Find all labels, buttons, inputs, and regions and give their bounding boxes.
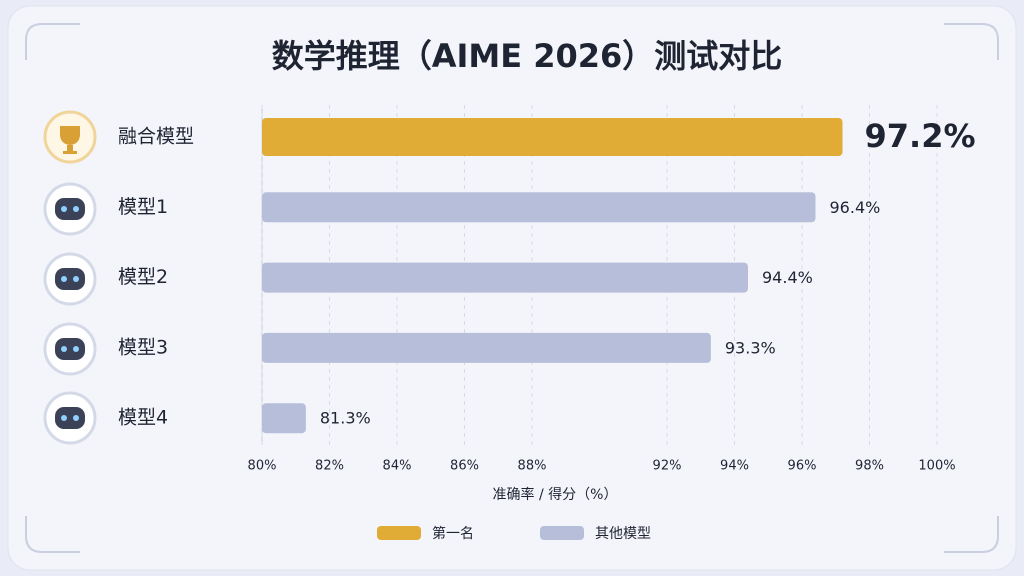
category-label: 模型2: [118, 266, 168, 288]
legend-swatch: [377, 526, 421, 540]
frame-corners: [25, 23, 999, 553]
icons: [43, 110, 97, 445]
x-tick-label: 80%: [248, 459, 277, 474]
bar: [262, 192, 816, 223]
bar: [262, 262, 748, 293]
legend-swatch: [540, 526, 584, 540]
bar: [262, 332, 711, 363]
x-tick-label: 100%: [918, 459, 955, 474]
x-axis-label: 准确率 / 得分（%）: [493, 486, 618, 503]
robot-icon: [43, 322, 97, 376]
robot-icon: [43, 391, 97, 445]
category-label: 模型3: [118, 336, 168, 358]
x-tick-label: 98%: [855, 459, 884, 474]
category-label: 模型4: [118, 407, 168, 429]
x-tick-label: 86%: [450, 459, 479, 474]
x-tick-label: 88%: [518, 459, 547, 474]
trophy-shape: [60, 126, 80, 154]
value-label: 94.4%: [762, 268, 813, 287]
bar: [262, 118, 843, 156]
value-label: 96.4%: [830, 198, 881, 217]
category-label: 模型1: [118, 196, 168, 218]
robot-icon: [43, 252, 97, 306]
chart-title: 数学推理（AIME 2026）测试对比: [272, 37, 783, 75]
category-label: 融合模型: [118, 126, 194, 148]
x-tick-label: 96%: [788, 459, 817, 474]
x-tick-label: 84%: [383, 459, 412, 474]
robot-icon: [43, 182, 97, 236]
value-label: 97.2%: [865, 117, 976, 155]
x-tick-label: 94%: [720, 459, 749, 474]
bar: [262, 403, 306, 434]
x-tick-label: 82%: [315, 459, 344, 474]
value-label: 81.3%: [320, 409, 371, 428]
legend-label: 其他模型: [595, 526, 651, 542]
legend-label: 第一名: [432, 525, 474, 542]
x-tick-label: 92%: [653, 459, 682, 474]
value-label: 93.3%: [725, 338, 776, 357]
